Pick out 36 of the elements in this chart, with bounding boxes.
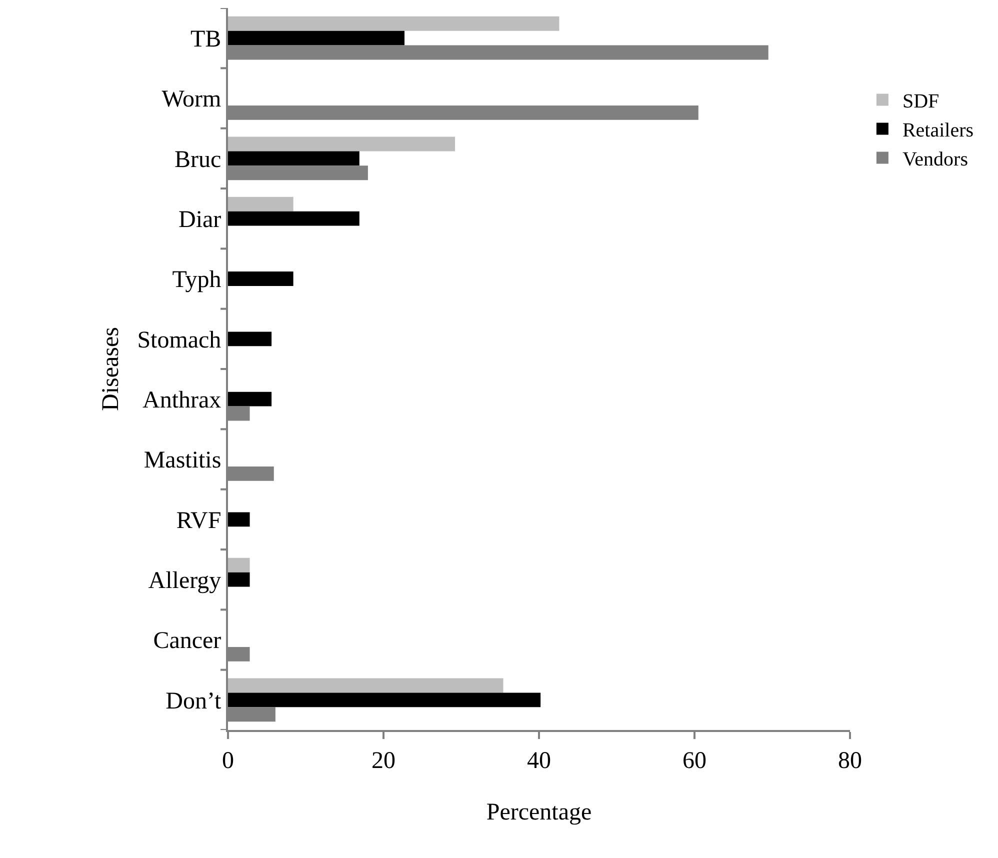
bar	[228, 332, 272, 346]
x-tick-label: 60	[682, 748, 706, 774]
bar	[228, 692, 541, 708]
bar	[228, 136, 456, 152]
y-tick-label: Anthrax	[142, 387, 222, 414]
x-axis-title: Percentage	[486, 800, 592, 826]
y-tick-label: Don’t	[166, 688, 222, 714]
legend-label: SDF	[902, 90, 940, 112]
bar	[228, 272, 294, 286]
y-tick-label: Stomach	[137, 327, 222, 354]
y-tick-label: Typh	[172, 267, 222, 294]
bar	[228, 16, 560, 31]
y-tick-label: RVF	[176, 508, 222, 534]
bar	[228, 392, 272, 406]
bar	[228, 678, 504, 693]
y-tick-label: Allergy	[148, 568, 222, 594]
legend-label: Retailers	[902, 120, 974, 142]
bar	[228, 572, 250, 587]
legend-label: Vendors	[902, 148, 968, 170]
bar	[228, 196, 294, 212]
x-tick-label: 20	[372, 748, 396, 774]
y-tick-label: TB	[190, 26, 222, 52]
x-tick-label: 40	[527, 748, 551, 774]
y-tick-label: Worm	[162, 86, 222, 113]
y-tick-label: Diar	[178, 206, 222, 233]
bar	[228, 30, 404, 46]
bar	[228, 512, 250, 527]
bar	[228, 558, 250, 572]
y-tick-label: Mastitis	[144, 448, 222, 474]
bar	[228, 151, 360, 166]
x-tick-label: 80	[838, 748, 862, 774]
x-tick-label: 0	[222, 748, 234, 774]
bar	[228, 211, 360, 226]
y-tick-label: Bruc	[174, 146, 222, 173]
y-tick-label: Cancer	[153, 628, 222, 654]
y-axis-title: Diseases	[98, 327, 124, 411]
